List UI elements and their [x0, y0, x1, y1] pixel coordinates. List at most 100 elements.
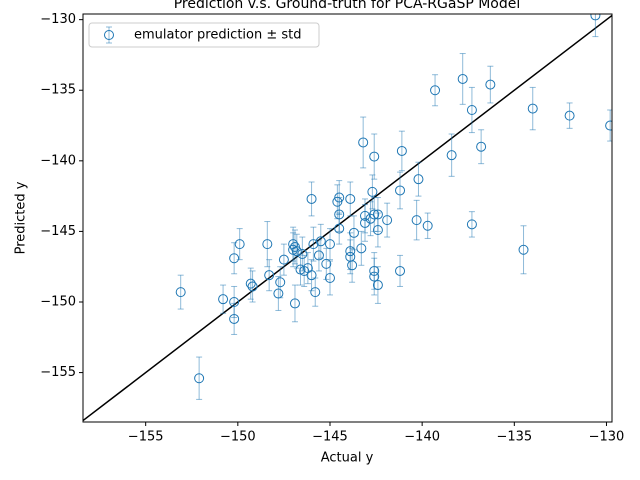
error-bar [236, 228, 243, 261]
data-point [358, 137, 369, 148]
legend-marker [104, 30, 114, 40]
data-point [218, 294, 229, 305]
error-bar [448, 133, 455, 177]
y-tick-label: −150 [40, 295, 76, 310]
error-bar [487, 65, 494, 104]
data-point [334, 223, 345, 234]
data-point [369, 209, 380, 220]
data-point [395, 265, 406, 276]
x-tick-label: −135 [496, 430, 532, 445]
x-tick-label: −150 [220, 430, 256, 445]
legend: emulator prediction ± std [88, 22, 320, 48]
x-tick-label: −145 [312, 430, 348, 445]
data-point [308, 239, 319, 250]
data-point [347, 260, 358, 271]
data-point [422, 220, 433, 231]
error-bar [249, 270, 256, 303]
y-tick-label: −145 [40, 224, 76, 239]
data-point [369, 151, 380, 162]
x-tick-label: −130 [589, 430, 625, 445]
data-point [345, 193, 356, 204]
error-bar [326, 260, 333, 296]
data-point [476, 141, 487, 152]
error-bar [397, 171, 404, 210]
data-point [175, 287, 186, 298]
data-point [234, 239, 245, 250]
data-point [297, 249, 308, 259]
error-bar [362, 204, 369, 242]
data-point [245, 278, 256, 289]
data-point [278, 254, 289, 265]
error-bar [266, 259, 273, 292]
data-point [194, 373, 205, 384]
error-bar [280, 243, 287, 276]
data-point [369, 271, 380, 282]
legend-box [88, 22, 320, 48]
data-point [313, 250, 324, 261]
y-tick-label: −155 [40, 365, 76, 380]
error-bar [374, 266, 381, 304]
plot-area [83, 14, 612, 422]
error-bar [360, 116, 367, 169]
y-tick-label: −135 [40, 83, 76, 98]
data-point [247, 281, 258, 292]
data-point [289, 298, 300, 309]
data-point [229, 297, 240, 307]
data-point [324, 273, 335, 283]
y-axis-label: Predicted y [14, 181, 29, 254]
data-point [590, 14, 601, 21]
error-bar [398, 130, 405, 172]
data-point [518, 244, 529, 255]
error-bar [293, 233, 300, 269]
data-point [411, 215, 422, 226]
error-bar [177, 274, 184, 310]
chart-title: Prediction v.s. Ground-truth for PCA-RGa… [174, 0, 521, 12]
data-point [348, 227, 359, 238]
data-point [291, 246, 302, 257]
error-bar [371, 133, 378, 180]
error-bar [607, 109, 612, 142]
data-point [485, 79, 496, 90]
data-point [372, 280, 383, 291]
data-point [229, 253, 240, 264]
error-bar [277, 266, 284, 299]
x-axis-label: Actual y [321, 451, 374, 466]
error-bar [347, 181, 354, 217]
error-bar [220, 284, 227, 314]
x-tick-label: −155 [128, 430, 164, 445]
error-bar [529, 86, 536, 131]
error-bar [196, 356, 203, 400]
error-bar [413, 199, 420, 241]
error-bar [566, 102, 573, 129]
data-point [356, 243, 367, 254]
error-bar [231, 242, 238, 275]
y-tick-label: −130 [40, 12, 76, 27]
error-bar [424, 212, 431, 239]
error-bar [478, 129, 485, 165]
error-bar [308, 181, 315, 217]
error-bar [317, 223, 324, 259]
data-point [413, 174, 424, 185]
error-bar [468, 86, 475, 134]
data-point [315, 236, 326, 247]
data-point [395, 185, 406, 196]
identity-line [83, 14, 612, 422]
data-point [367, 186, 378, 197]
data-point [324, 239, 335, 250]
error-bar [231, 285, 238, 319]
data-point [605, 120, 612, 131]
error-bar [592, 14, 599, 38]
data-point [527, 103, 538, 114]
data-point [310, 287, 321, 298]
error-bar [310, 226, 317, 262]
error-bar [432, 74, 439, 107]
data-point [264, 270, 275, 281]
y-tick-label: −140 [40, 153, 76, 168]
error-bar [374, 212, 381, 248]
error-bar [371, 257, 378, 296]
data-point [382, 215, 393, 226]
error-bar [384, 202, 391, 238]
error-bar [291, 284, 298, 323]
